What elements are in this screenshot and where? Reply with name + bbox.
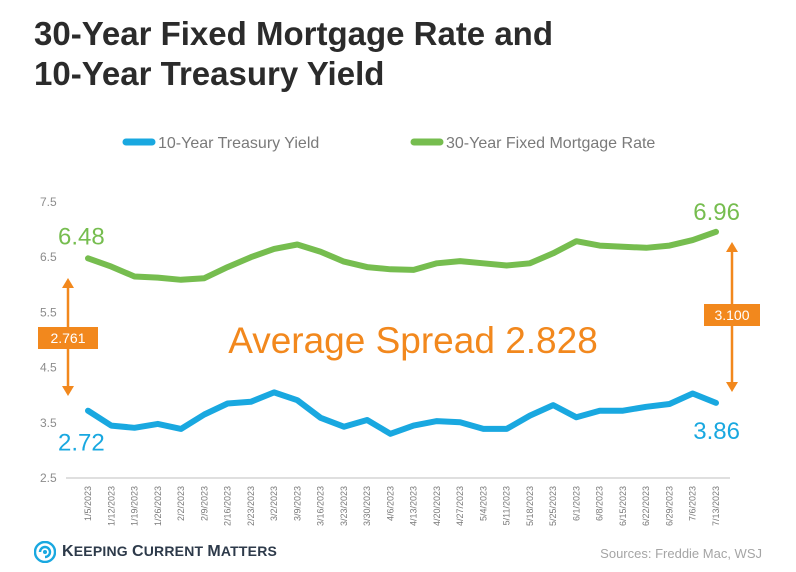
x-tick-label: 2/16/2023 [223, 486, 233, 526]
x-tick-label: 5/18/2023 [525, 486, 535, 526]
x-tick-label: 5/11/2023 [502, 486, 512, 525]
spread-arrow-left: 2.761 [38, 278, 98, 396]
x-tick-label: 7/6/2023 [688, 486, 698, 521]
x-tick-label: 2/9/2023 [199, 486, 209, 521]
spread-arrow-right: 3.100 [704, 242, 760, 392]
y-tick-label: 4.5 [40, 361, 57, 375]
x-tick-label: 6/22/2023 [641, 486, 651, 526]
spread-value: 2.761 [50, 330, 85, 346]
x-tick-label: 6/15/2023 [618, 486, 628, 526]
x-tick-label: 3/16/2023 [316, 486, 326, 526]
average-spread-label: Average Spread 2.828 [228, 320, 598, 361]
x-tick-label: 4/20/2023 [432, 486, 442, 526]
title-line-2: 10-Year Treasury Yield [34, 55, 385, 92]
y-tick-label: 5.5 [40, 305, 57, 319]
x-tick-label: 6/8/2023 [595, 486, 605, 521]
x-tick-label: 7/13/2023 [711, 486, 721, 526]
series-line [85, 389, 719, 437]
title-line-1: 30-Year Fixed Mortgage Rate and [34, 15, 553, 52]
treasury-start-label: 2.72 [58, 430, 105, 457]
x-tick-label: 3/2/2023 [269, 486, 279, 521]
treasury-end-label: 3.86 [693, 418, 740, 445]
chart-series [85, 228, 719, 437]
x-tick-label: 2/23/2023 [246, 486, 256, 526]
line-chart: 10-Year Treasury Yield 30-Year Fixed Mort… [38, 135, 760, 526]
x-axis: 1/5/2023 1/12/2023 1/19/2023 1/26/2023 2/2/2… [66, 477, 730, 526]
x-tick-label: 4/6/2023 [385, 486, 395, 521]
x-tick-label: 4/27/2023 [455, 486, 465, 526]
chart-annotations: 6.48 6.96 2.72 3.86 Average Spread 2.828 2.76… [38, 199, 760, 457]
x-tick-label: 4/13/2023 [409, 486, 419, 526]
legend-label: 30-Year Fixed Mortgage Rate [446, 135, 655, 152]
x-tick-label: 1/19/2023 [130, 486, 140, 526]
x-tick-label: 5/4/2023 [478, 486, 488, 521]
y-tick-label: 3.5 [40, 416, 57, 430]
x-tick-label: 3/30/2023 [362, 486, 372, 526]
x-tick-label: 6/1/2023 [571, 486, 581, 521]
spread-value: 3.100 [714, 307, 749, 323]
mortgage-start-label: 6.48 [58, 223, 105, 250]
sources-note: Sources: Freddie Mac, WSJ [600, 546, 762, 561]
chart-legend: 10-Year Treasury Yield 30-Year Fixed Mort… [122, 135, 655, 152]
x-tick-label: 3/23/2023 [339, 486, 349, 526]
mortgage-end-label: 6.96 [693, 199, 740, 226]
x-tick-label: 6/29/2023 [664, 486, 674, 526]
x-tick-label: 1/26/2023 [153, 486, 163, 526]
y-axis: 7.5 6.5 5.5 4.5 3.5 2.5 [40, 195, 57, 485]
x-tick-label: 1/12/2023 [106, 486, 116, 526]
page-title: 30-Year Fixed Mortgage Rate and 10-Year … [34, 14, 553, 94]
y-tick-label: 2.5 [40, 471, 57, 485]
series-line [85, 228, 719, 283]
logo-swirl-icon [34, 541, 56, 563]
x-tick-label: 1/5/2023 [83, 486, 93, 521]
x-tick-label: 5/25/2023 [548, 486, 558, 526]
x-tick-label: 3/9/2023 [292, 486, 302, 521]
logo-text: KEEPING CURRENT MATTERS [62, 543, 278, 560]
legend-label: 10-Year Treasury Yield [158, 135, 319, 152]
y-tick-label: 6.5 [40, 250, 57, 264]
y-tick-label: 7.5 [40, 195, 57, 209]
x-tick-label: 2/2/2023 [176, 486, 186, 521]
brand-logo: KEEPING CURRENT MATTERS [34, 541, 277, 563]
